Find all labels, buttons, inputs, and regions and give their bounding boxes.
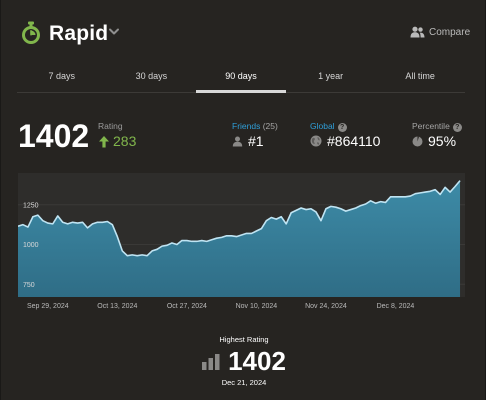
rapid-timer-icon: [22, 21, 40, 44]
rating-change: 283: [98, 133, 136, 149]
rating-area: [18, 180, 461, 297]
x-axis-labels: Sep 29, 2024 Oct 13, 2024 Oct 27, 2024 Nov …: [18, 303, 465, 315]
highest-rating-label: Highest Rating: [219, 335, 269, 344]
y-tick-label: 1000: [23, 242, 39, 249]
rating-line: [18, 180, 461, 257]
highest-rating: 1402: [1, 346, 486, 377]
highest-rating-date: Dec 21, 2024: [221, 378, 267, 387]
tab-all-time[interactable]: All time: [405, 71, 435, 81]
x-tick-label: Dec 8, 2024: [376, 303, 415, 310]
y-tick-label: 750: [23, 282, 35, 289]
mode-title[interactable]: Rapid: [49, 22, 109, 45]
tab-7-days[interactable]: 7 days: [48, 71, 76, 81]
x-tick-label: Nov 10, 2024: [235, 303, 278, 310]
globe-icon: [310, 135, 322, 147]
friends-rank: #1: [248, 133, 264, 149]
y-tick-label: 1250: [23, 202, 39, 209]
help-icon[interactable]: ?: [452, 123, 462, 132]
friends-count: (25): [262, 121, 278, 131]
bar-chart-icon: [202, 353, 220, 370]
highest-rating-value: 1402: [228, 346, 286, 376]
arrow-up-icon: [99, 135, 109, 147]
global-stat: #864110: [310, 133, 380, 149]
person-icon: [232, 136, 243, 146]
pie-icon: [412, 135, 423, 146]
chevron-down-icon[interactable]: [108, 27, 120, 37]
help-icon[interactable]: ?: [337, 123, 347, 132]
friends-stat-label[interactable]: Friends (25): [232, 121, 278, 131]
global-label[interactable]: Global: [310, 121, 335, 131]
compare-button[interactable]: Compare: [410, 26, 470, 38]
x-tick-label: Oct 27, 2024: [166, 303, 207, 310]
percentile-stat: 95%: [412, 133, 456, 149]
period-tabs: 7 days 30 days 90 days 1 year All time: [17, 62, 465, 93]
x-tick-label: Sep 29, 2024: [26, 303, 69, 310]
percentile-stat-label: Percentile?: [412, 121, 462, 132]
percentile-value: 95%: [428, 133, 457, 149]
tab-90-days[interactable]: 90 days: [196, 62, 286, 93]
global-rank: #864110: [327, 133, 381, 149]
friends-stat: #1: [232, 133, 264, 149]
global-stat-label[interactable]: Global?: [310, 121, 347, 132]
x-tick-label: Oct 13, 2024: [97, 303, 138, 310]
users-icon: [410, 26, 425, 38]
tab-1-year[interactable]: 1 year: [318, 71, 344, 81]
percentile-label: Percentile: [412, 121, 450, 131]
friends-label[interactable]: Friends: [232, 121, 261, 131]
compare-label: Compare: [429, 26, 471, 38]
rating-change-value: 283: [113, 133, 137, 149]
rating-label: Rating: [98, 121, 123, 131]
x-tick-label: Nov 24, 2024: [305, 303, 347, 310]
current-rating: 1402: [18, 118, 90, 154]
rating-chart[interactable]: 750 1000 1250: [18, 173, 465, 297]
tab-30-days[interactable]: 30 days: [135, 71, 168, 81]
